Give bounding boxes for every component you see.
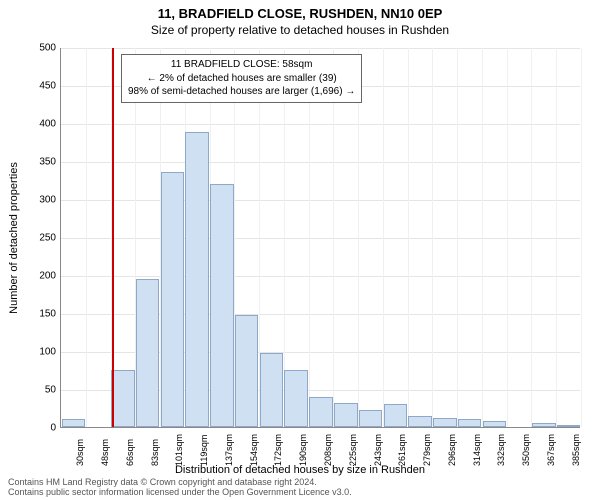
x-tick-label: 367sqm [546, 434, 556, 466]
y-tick-label: 300 [0, 195, 56, 206]
gridline-v [507, 48, 508, 427]
annotation-line-3: 98% of semi-detached houses are larger (… [128, 85, 355, 99]
histogram-bar [235, 315, 259, 427]
y-tick-label: 350 [0, 157, 56, 168]
histogram-bar [458, 419, 482, 427]
gridline-v [408, 48, 409, 427]
gridline-v [482, 48, 483, 427]
gridline-h [61, 48, 580, 49]
annotation-line-2: ← 2% of detached houses are smaller (39) [128, 72, 355, 86]
gridline-h [61, 124, 580, 125]
x-tick-label: 385sqm [571, 434, 581, 466]
subject-property-marker [112, 48, 114, 427]
histogram-bar [136, 279, 160, 427]
histogram-bar [111, 370, 135, 427]
histogram-bar [433, 418, 457, 427]
gridline-h [61, 276, 580, 277]
x-tick-label: 350sqm [521, 434, 531, 466]
x-tick-label: 243sqm [373, 434, 383, 466]
y-tick-label: 150 [0, 309, 56, 320]
histogram-bar [384, 404, 408, 427]
x-tick-label: 190sqm [298, 434, 308, 466]
gridline-v [358, 48, 359, 427]
histogram-bar [334, 403, 358, 427]
histogram-bar [359, 410, 383, 427]
histogram-bar [408, 416, 432, 427]
annotation-box: 11 BRADFIELD CLOSE: 58sqm ← 2% of detach… [121, 54, 362, 103]
gridline-h [61, 162, 580, 163]
gridline-v [309, 48, 310, 427]
x-tick-label: 30sqm [75, 439, 85, 466]
histogram-bar [260, 353, 284, 427]
histogram-bar [483, 421, 507, 427]
gridline-v [432, 48, 433, 427]
y-tick-label: 0 [0, 423, 56, 434]
footer-attribution: Contains HM Land Registry data © Crown c… [8, 478, 352, 498]
gridline-h [61, 238, 580, 239]
x-tick-label: 225sqm [348, 434, 358, 466]
histogram-bar [532, 423, 556, 427]
x-tick-label: 48sqm [100, 439, 110, 466]
x-tick-label: 261sqm [397, 434, 407, 466]
gridline-v [86, 48, 87, 427]
x-tick-label: 332sqm [496, 434, 506, 466]
y-tick-label: 50 [0, 385, 56, 396]
histogram-bar [309, 397, 333, 427]
gridline-v [556, 48, 557, 427]
gridline-v [531, 48, 532, 427]
y-tick-label: 100 [0, 347, 56, 358]
annotation-line-1: 11 BRADFIELD CLOSE: 58sqm [128, 58, 355, 72]
page-title: 11, BRADFIELD CLOSE, RUSHDEN, NN10 0EP [0, 0, 600, 21]
x-tick-label: 66sqm [125, 439, 135, 466]
x-tick-label: 172sqm [273, 434, 283, 466]
x-tick-label: 296sqm [447, 434, 457, 466]
histogram-bar [210, 184, 234, 427]
y-tick-label: 400 [0, 119, 56, 130]
gridline-v [581, 48, 582, 427]
y-tick-label: 200 [0, 271, 56, 282]
x-tick-label: 279sqm [422, 434, 432, 466]
histogram-bar [62, 419, 86, 427]
gridline-v [333, 48, 334, 427]
gridline-h [61, 200, 580, 201]
x-tick-label: 83sqm [150, 439, 160, 466]
x-tick-label: 137sqm [224, 434, 234, 466]
x-tick-label: 101sqm [174, 434, 184, 466]
footer-line-2: Contains public sector information licen… [8, 488, 352, 498]
chart-container: 11, BRADFIELD CLOSE, RUSHDEN, NN10 0EP S… [0, 0, 600, 500]
plot-area: 11 BRADFIELD CLOSE: 58sqm ← 2% of detach… [60, 48, 580, 428]
x-tick-label: 119sqm [199, 435, 209, 466]
page-subtitle: Size of property relative to detached ho… [0, 21, 600, 37]
y-tick-label: 250 [0, 233, 56, 244]
x-tick-label: 314sqm [472, 434, 482, 466]
gridline-v [457, 48, 458, 427]
x-axis-label: Distribution of detached houses by size … [0, 464, 600, 476]
x-tick-label: 154sqm [249, 434, 259, 466]
histogram-bar [557, 425, 581, 427]
gridline-v [383, 48, 384, 427]
histogram-bar [185, 132, 209, 427]
y-tick-label: 500 [0, 43, 56, 54]
histogram-bar [161, 172, 185, 427]
y-tick-label: 450 [0, 81, 56, 92]
x-tick-label: 208sqm [323, 434, 333, 466]
histogram-bar [284, 370, 308, 427]
